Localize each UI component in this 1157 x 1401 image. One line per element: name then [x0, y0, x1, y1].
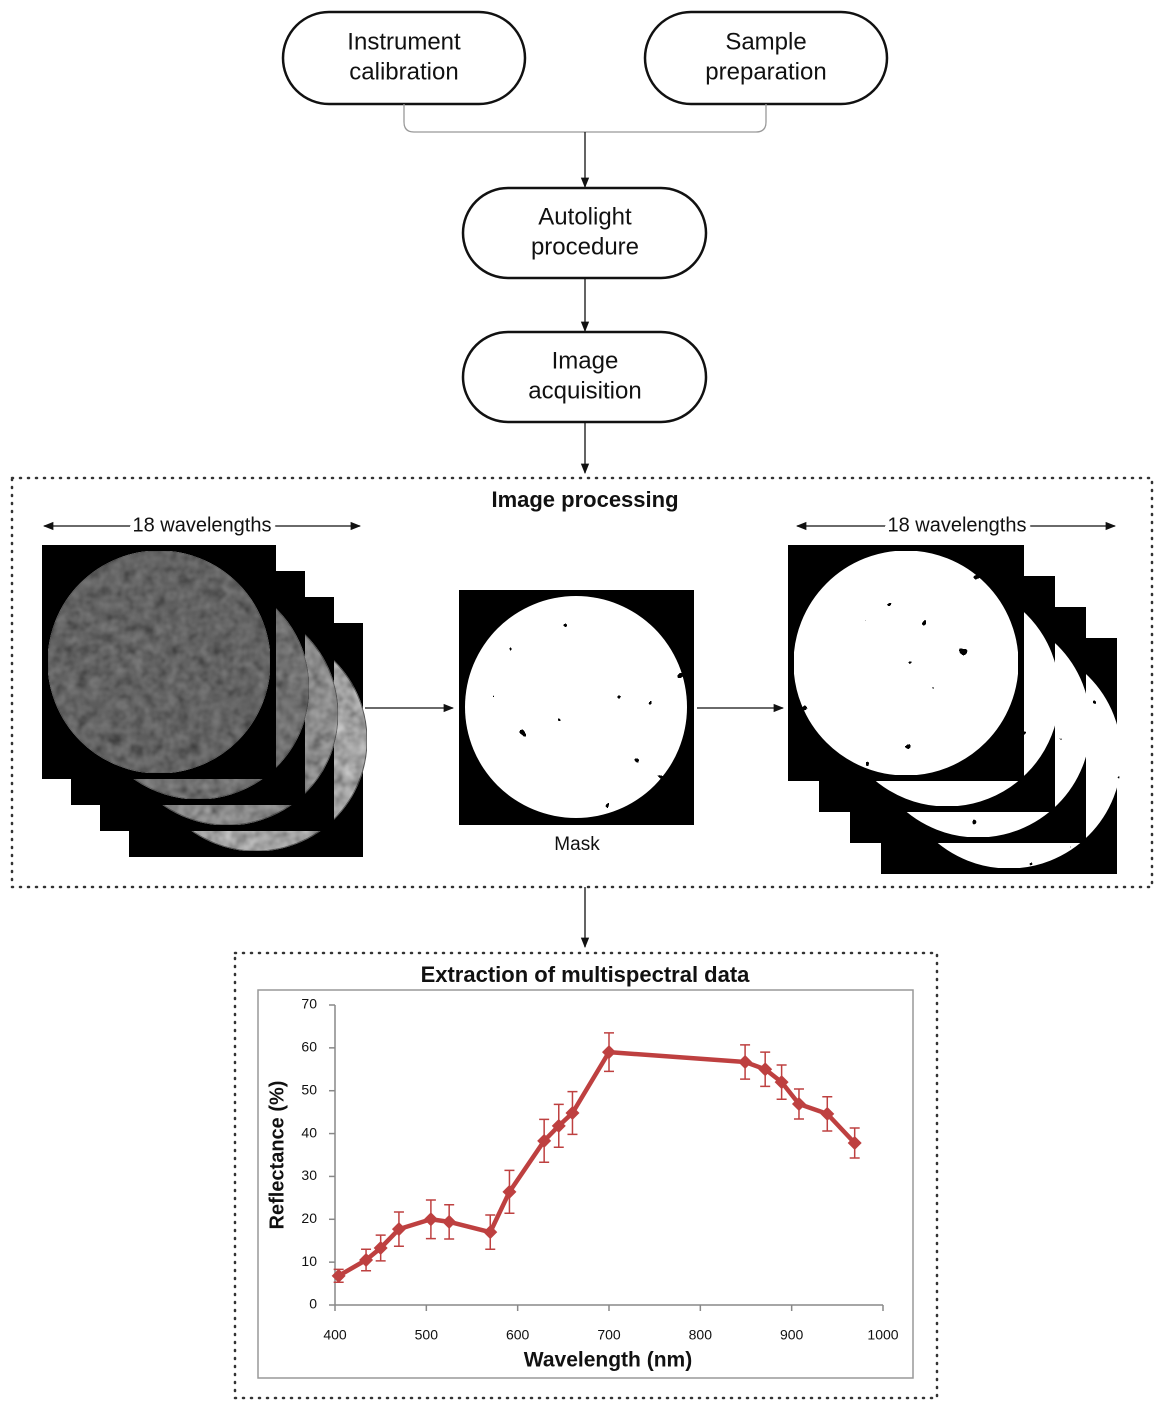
data-point	[774, 1075, 789, 1090]
data-point	[551, 1118, 566, 1133]
data-point	[502, 1184, 517, 1199]
y-tick-label: 60	[301, 1039, 317, 1055]
y-tick-label: 50	[301, 1081, 317, 1097]
data-point	[602, 1045, 616, 1060]
node-label: acquisition	[528, 377, 641, 404]
chart: 0 10 20 30 40 50 60 70 400 500 600 700 800 900 1000	[301, 996, 898, 1343]
data-point	[758, 1062, 773, 1077]
data-point	[423, 1212, 438, 1227]
data-point	[359, 1253, 374, 1267]
y-axis-label: Reflectance (%)	[266, 1081, 288, 1230]
node-label: procedure	[531, 233, 639, 260]
data-point	[442, 1214, 457, 1229]
data-point	[847, 1136, 862, 1150]
x-tick-label: 1000	[867, 1327, 898, 1343]
span-label: 18 wavelengths	[133, 514, 272, 536]
data-point	[331, 1268, 346, 1283]
chart-frame	[257, 989, 914, 1379]
data-point	[820, 1106, 835, 1121]
y-tick-label: 40	[301, 1124, 317, 1140]
node-label: calibration	[349, 58, 458, 85]
x-tick-label: 700	[597, 1327, 621, 1343]
data-point	[483, 1225, 498, 1240]
x-tick-label: 400	[323, 1327, 347, 1343]
data-point	[791, 1097, 806, 1111]
image-stack	[788, 545, 1122, 874]
mask-image	[465, 596, 687, 818]
x-axis-label: Wavelength (nm)	[524, 1349, 692, 1372]
node-label: Sample	[725, 28, 806, 55]
y-tick-label: 30	[301, 1167, 317, 1183]
image-stack	[42, 545, 368, 857]
image-layer	[793, 550, 1019, 776]
panel	[233, 951, 939, 1400]
mask-label: Mask	[554, 834, 600, 855]
data-point	[373, 1241, 388, 1255]
node-label: preparation	[705, 58, 826, 85]
x-tick-label: 500	[415, 1327, 439, 1343]
x-tick-label: 900	[780, 1327, 804, 1343]
data-point	[565, 1106, 580, 1120]
connector	[403, 104, 767, 133]
chart-title: Extraction of multispectral data	[421, 962, 751, 987]
span-label: 18 wavelengths	[888, 514, 1027, 536]
data-point	[537, 1133, 552, 1148]
y-tick-label: 0	[309, 1296, 317, 1312]
image-layer	[47, 550, 271, 774]
y-tick-label: 20	[301, 1210, 317, 1226]
panel	[10, 476, 1154, 889]
node-label: Image	[552, 347, 619, 374]
data-point	[738, 1055, 753, 1069]
x-tick-label: 800	[689, 1327, 713, 1343]
y-tick-label: 70	[301, 996, 317, 1012]
data-point	[391, 1222, 406, 1237]
node-label: Instrument	[347, 28, 461, 55]
node-label: Autolight	[538, 203, 632, 230]
x-tick-label: 600	[506, 1327, 530, 1343]
panel-title: Image processing	[491, 487, 678, 512]
y-tick-label: 10	[301, 1253, 317, 1269]
